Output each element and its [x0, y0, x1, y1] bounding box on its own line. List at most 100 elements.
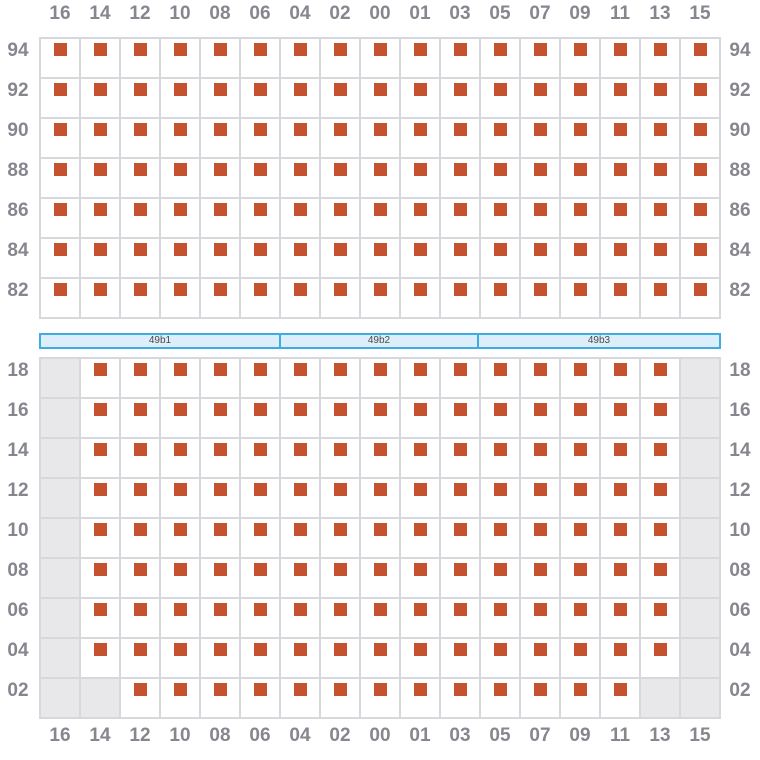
bay-slot-12-86[interactable]	[120, 198, 160, 238]
bay-slot-11-84[interactable]	[600, 238, 640, 278]
bay-slot-03-82[interactable]	[440, 278, 480, 318]
bay-slot-13-92[interactable]	[640, 78, 680, 118]
bay-slot-14-86[interactable]	[80, 198, 120, 238]
bay-slot-08-84[interactable]	[200, 238, 240, 278]
bay-slot-00-14[interactable]	[360, 438, 400, 478]
bay-slot-12-12[interactable]	[120, 478, 160, 518]
bay-slot-06-08[interactable]	[240, 558, 280, 598]
bay-slot-02-90[interactable]	[320, 118, 360, 158]
bay-slot-05-06[interactable]	[480, 598, 520, 638]
bay-slot-10-92[interactable]	[160, 78, 200, 118]
bay-slot-02-10[interactable]	[320, 518, 360, 558]
bay-slot-08-12[interactable]	[200, 478, 240, 518]
bay-slot-11-92[interactable]	[600, 78, 640, 118]
bay-slot-08-04[interactable]	[200, 638, 240, 678]
hatch-segment-1[interactable]: 49b1	[39, 333, 281, 349]
bay-slot-04-90[interactable]	[280, 118, 320, 158]
bay-slot-05-10[interactable]	[480, 518, 520, 558]
bay-slot-10-04[interactable]	[160, 638, 200, 678]
bay-slot-09-94[interactable]	[560, 38, 600, 78]
bay-slot-02-84[interactable]	[320, 238, 360, 278]
bay-slot-07-94[interactable]	[520, 38, 560, 78]
bay-slot-02-14[interactable]	[320, 438, 360, 478]
bay-slot-07-86[interactable]	[520, 198, 560, 238]
bay-slot-05-12[interactable]	[480, 478, 520, 518]
bay-slot-10-88[interactable]	[160, 158, 200, 198]
bay-slot-01-02[interactable]	[400, 678, 440, 718]
bay-slot-09-90[interactable]	[560, 118, 600, 158]
bay-slot-12-14[interactable]	[120, 438, 160, 478]
bay-slot-02-18[interactable]	[320, 358, 360, 398]
bay-slot-01-92[interactable]	[400, 78, 440, 118]
bay-slot-08-16[interactable]	[200, 398, 240, 438]
bay-slot-12-88[interactable]	[120, 158, 160, 198]
bay-slot-16-84[interactable]	[40, 238, 80, 278]
bay-slot-12-94[interactable]	[120, 38, 160, 78]
bay-slot-05-92[interactable]	[480, 78, 520, 118]
bay-slot-13-86[interactable]	[640, 198, 680, 238]
bay-slot-03-84[interactable]	[440, 238, 480, 278]
bay-slot-01-90[interactable]	[400, 118, 440, 158]
bay-slot-02-86[interactable]	[320, 198, 360, 238]
bay-slot-10-90[interactable]	[160, 118, 200, 158]
bay-slot-12-08[interactable]	[120, 558, 160, 598]
bay-slot-06-94[interactable]	[240, 38, 280, 78]
bay-slot-04-94[interactable]	[280, 38, 320, 78]
bay-slot-14-88[interactable]	[80, 158, 120, 198]
bay-slot-16-94[interactable]	[40, 38, 80, 78]
bay-slot-13-14[interactable]	[640, 438, 680, 478]
bay-slot-06-02[interactable]	[240, 678, 280, 718]
bay-slot-13-82[interactable]	[640, 278, 680, 318]
bay-slot-04-86[interactable]	[280, 198, 320, 238]
bay-slot-09-92[interactable]	[560, 78, 600, 118]
bay-slot-11-06[interactable]	[600, 598, 640, 638]
bay-slot-13-04[interactable]	[640, 638, 680, 678]
bay-slot-07-90[interactable]	[520, 118, 560, 158]
bay-slot-00-90[interactable]	[360, 118, 400, 158]
bay-slot-08-14[interactable]	[200, 438, 240, 478]
bay-slot-08-82[interactable]	[200, 278, 240, 318]
bay-slot-09-08[interactable]	[560, 558, 600, 598]
bay-slot-04-04[interactable]	[280, 638, 320, 678]
bay-slot-08-88[interactable]	[200, 158, 240, 198]
bay-slot-11-08[interactable]	[600, 558, 640, 598]
bay-slot-00-88[interactable]	[360, 158, 400, 198]
bay-slot-07-18[interactable]	[520, 358, 560, 398]
bay-slot-08-94[interactable]	[200, 38, 240, 78]
hatch-segment-2[interactable]: 49b2	[279, 333, 479, 349]
bay-slot-14-82[interactable]	[80, 278, 120, 318]
bay-slot-02-04[interactable]	[320, 638, 360, 678]
bay-slot-07-10[interactable]	[520, 518, 560, 558]
bay-slot-02-16[interactable]	[320, 398, 360, 438]
bay-slot-14-90[interactable]	[80, 118, 120, 158]
bay-slot-16-86[interactable]	[40, 198, 80, 238]
bay-slot-00-86[interactable]	[360, 198, 400, 238]
bay-slot-05-88[interactable]	[480, 158, 520, 198]
bay-slot-01-08[interactable]	[400, 558, 440, 598]
bay-slot-10-08[interactable]	[160, 558, 200, 598]
bay-slot-07-92[interactable]	[520, 78, 560, 118]
bay-slot-12-10[interactable]	[120, 518, 160, 558]
hatch-segment-3[interactable]: 49b3	[477, 333, 721, 349]
bay-slot-07-88[interactable]	[520, 158, 560, 198]
bay-slot-05-94[interactable]	[480, 38, 520, 78]
bay-slot-03-92[interactable]	[440, 78, 480, 118]
bay-slot-13-08[interactable]	[640, 558, 680, 598]
bay-slot-12-04[interactable]	[120, 638, 160, 678]
bay-slot-12-02[interactable]	[120, 678, 160, 718]
bay-slot-13-16[interactable]	[640, 398, 680, 438]
bay-slot-00-82[interactable]	[360, 278, 400, 318]
bay-slot-06-06[interactable]	[240, 598, 280, 638]
bay-slot-04-06[interactable]	[280, 598, 320, 638]
bay-slot-06-04[interactable]	[240, 638, 280, 678]
bay-slot-03-06[interactable]	[440, 598, 480, 638]
bay-slot-14-12[interactable]	[80, 478, 120, 518]
bay-slot-02-06[interactable]	[320, 598, 360, 638]
bay-slot-15-84[interactable]	[680, 238, 720, 278]
bay-slot-04-88[interactable]	[280, 158, 320, 198]
bay-slot-13-90[interactable]	[640, 118, 680, 158]
bay-slot-15-90[interactable]	[680, 118, 720, 158]
bay-slot-01-94[interactable]	[400, 38, 440, 78]
bay-slot-04-10[interactable]	[280, 518, 320, 558]
bay-slot-10-94[interactable]	[160, 38, 200, 78]
